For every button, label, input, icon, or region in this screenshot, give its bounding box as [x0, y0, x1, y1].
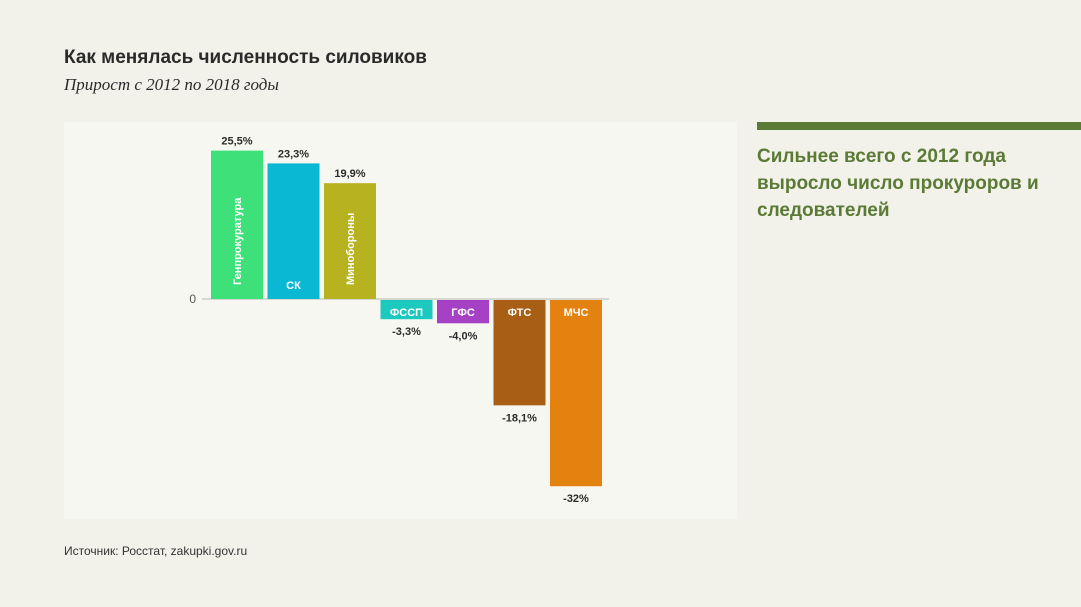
- bar-value-label: -4,0%: [449, 330, 478, 342]
- bar-category-label: ФТС: [508, 307, 532, 319]
- aside-accent-bar: [757, 122, 1081, 130]
- bar-2: [267, 163, 320, 299]
- bar-5: [437, 300, 489, 324]
- bar-value-label: -3,3%: [392, 326, 421, 338]
- bar-category-label: СК: [286, 280, 301, 292]
- zero-tick-label: 0: [189, 292, 196, 306]
- chart-title: Как менялась численность силовиков: [64, 47, 427, 68]
- bar-chart: 0 25,5% Генпрокуратура 23,3% СК 19,9% Миноборо…: [189, 136, 609, 505]
- bar-category-label: ФССП: [390, 307, 423, 319]
- source-note: Источник: Росстат, zakupki.gov.ru: [64, 544, 248, 558]
- aside-callout: Сильнее всего с 2012 года выросло число …: [757, 146, 1039, 221]
- bar-value-label: -18,1%: [502, 412, 537, 424]
- bar-category-label: Минобороны: [345, 213, 357, 285]
- bar-value-label: -32%: [563, 493, 589, 505]
- bar-value-label: 19,9%: [334, 168, 365, 180]
- bar-value-label: 23,3%: [278, 148, 309, 160]
- chart-subtitle: Прирост с 2012 по 2018 годы: [64, 75, 279, 94]
- bar-6: [493, 300, 546, 406]
- bar-category-label: МЧС: [564, 307, 589, 319]
- chart-panel: 0 25,5% Генпрокуратура 23,3% СК 19,9% Миноборо…: [64, 122, 737, 519]
- bar-value-label: 25,5%: [221, 136, 252, 148]
- bar-category-label: ГФС: [451, 307, 475, 319]
- bar-1: [211, 150, 263, 299]
- bar-4: [380, 300, 433, 320]
- bar-3: [324, 183, 376, 299]
- bar-7: [550, 300, 602, 487]
- bar-category-label: Генпрокуратура: [232, 197, 244, 285]
